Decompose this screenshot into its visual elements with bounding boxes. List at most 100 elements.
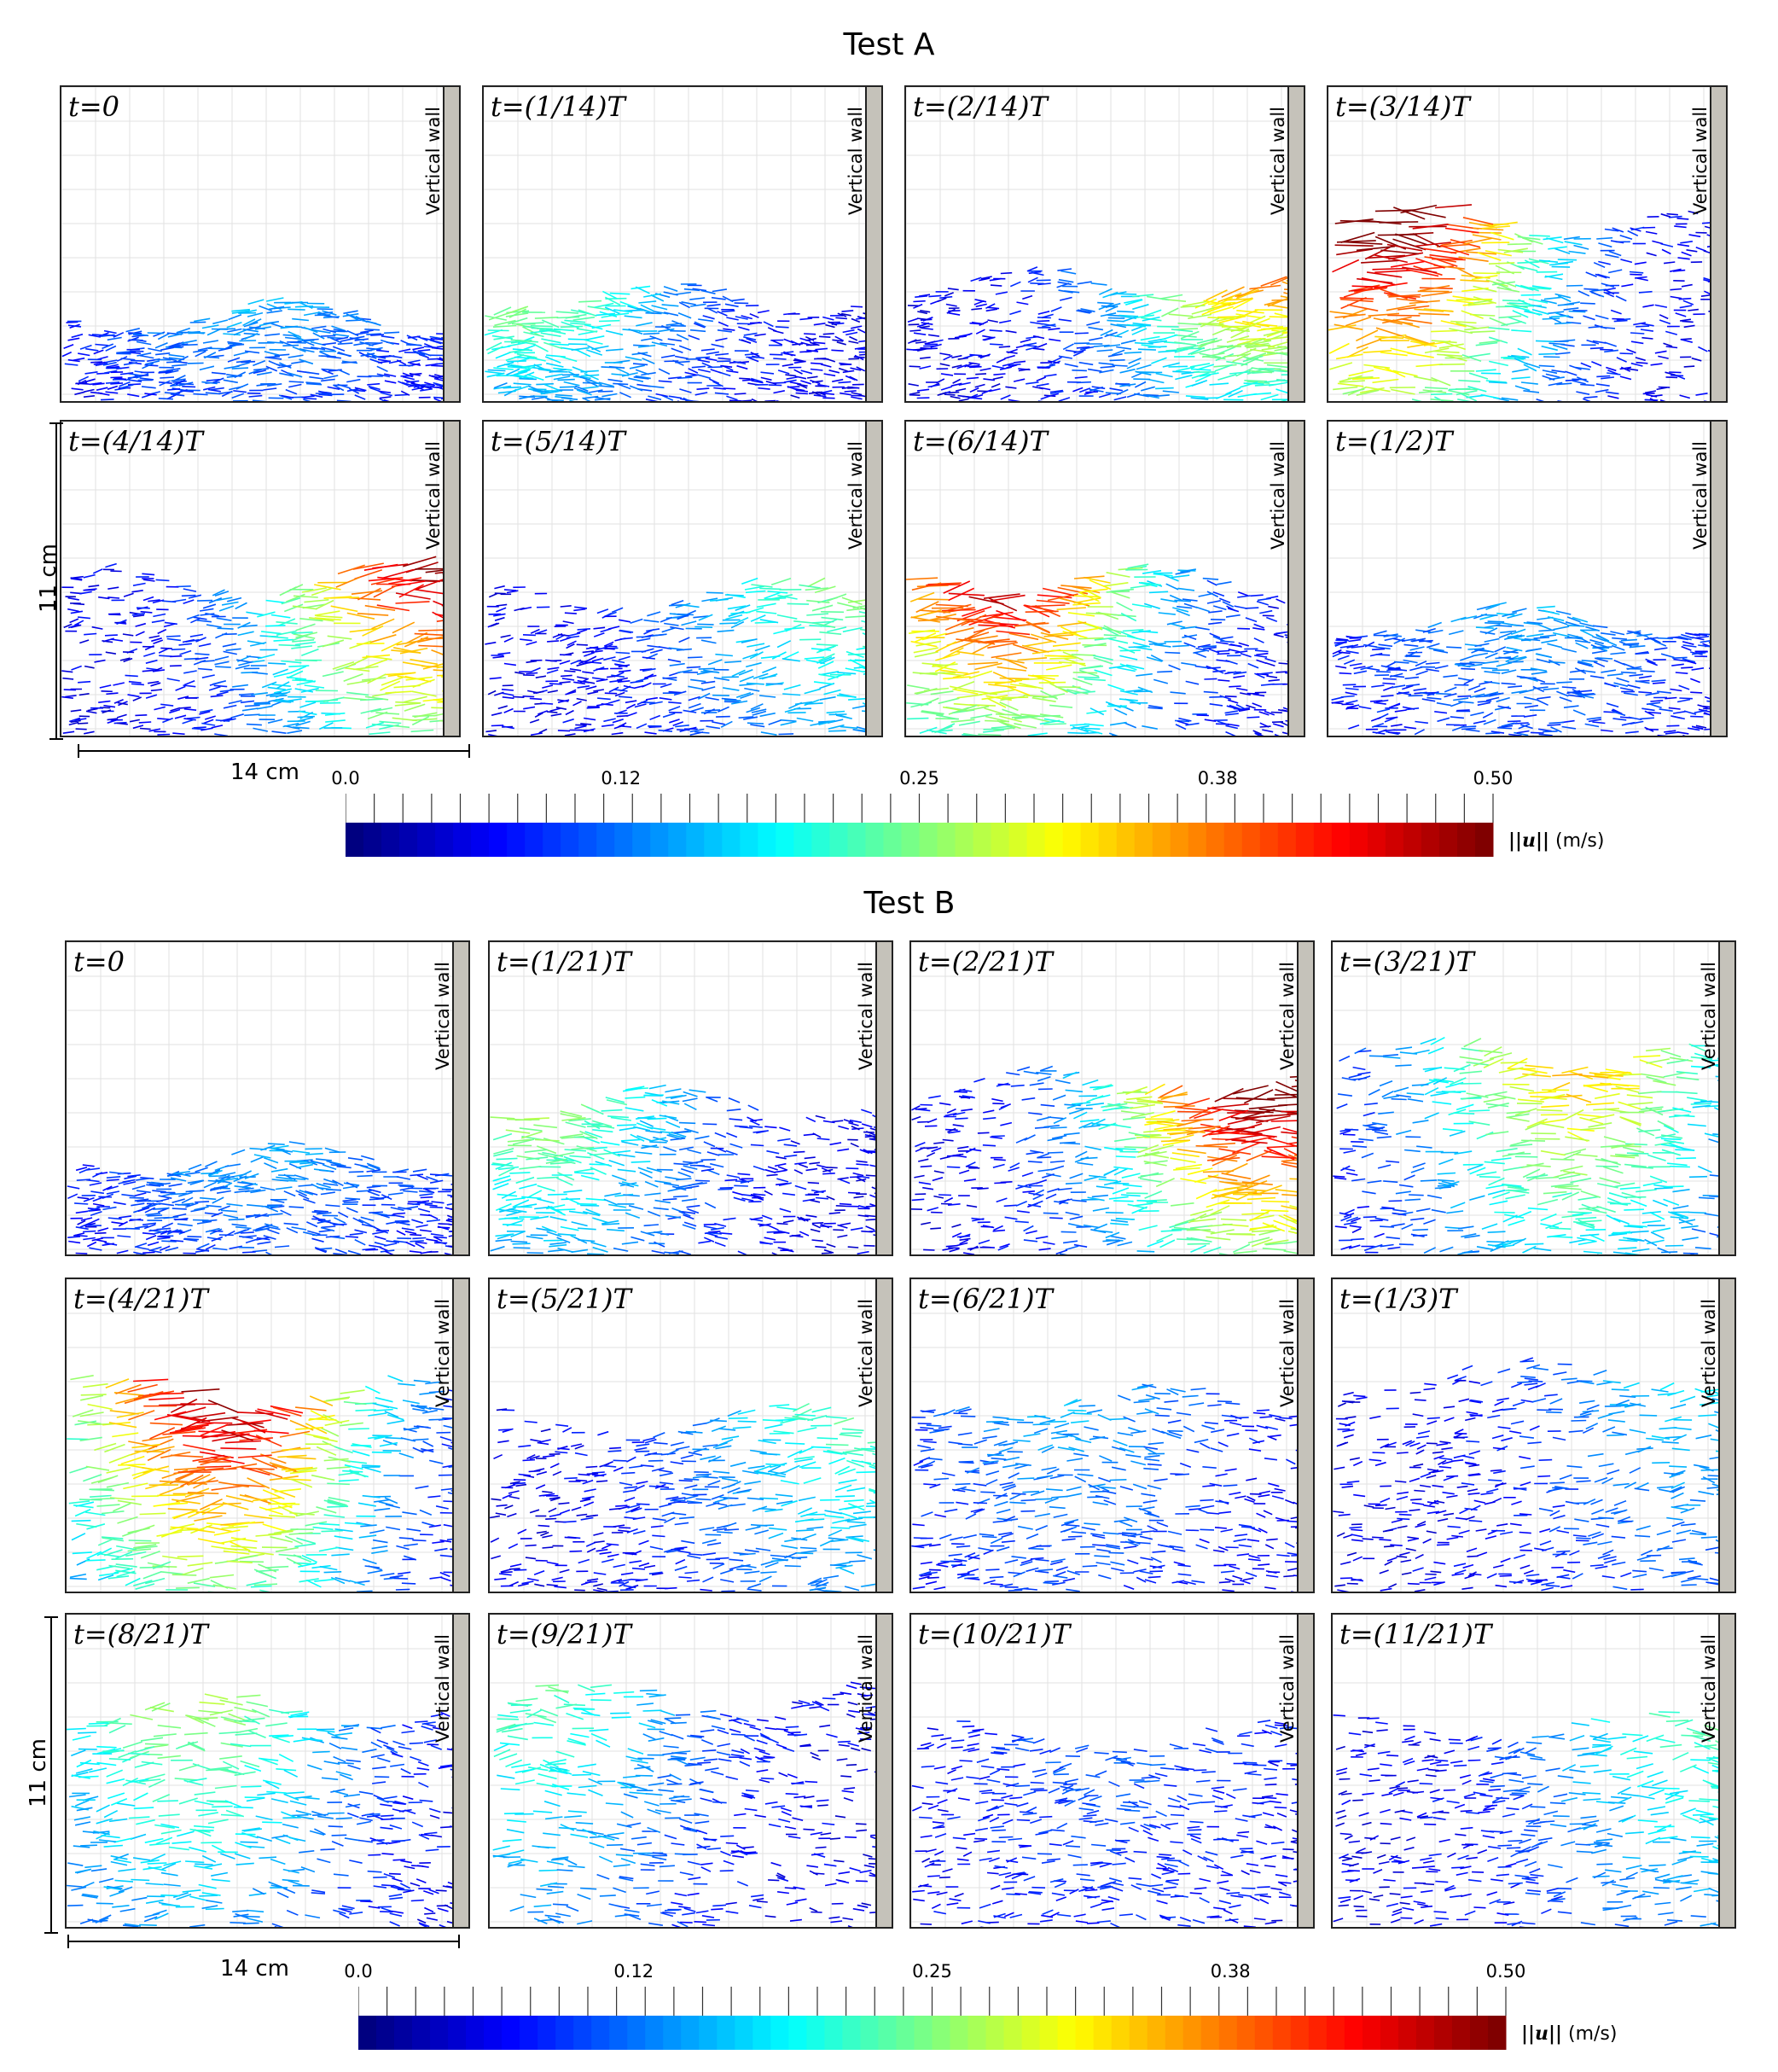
velocity-vector [827, 593, 847, 602]
velocity-vector [153, 666, 163, 672]
velocity-vector [541, 338, 561, 344]
velocity-vector [1692, 637, 1705, 641]
velocity-vector [1510, 628, 1526, 635]
velocity-vector [1172, 644, 1189, 648]
velocity-vector [706, 303, 721, 307]
velocity-vector [132, 614, 145, 618]
velocity-vector [107, 597, 120, 599]
velocity-vector [759, 619, 779, 624]
velocity-vector [492, 655, 504, 659]
velocity-vector [508, 348, 530, 353]
velocity-vector [746, 337, 758, 343]
velocity-vector [638, 300, 657, 304]
velocity-vector [549, 707, 561, 713]
velocity-vector [241, 624, 258, 628]
velocity-panel: t=(2/14)T Vertical wall [904, 85, 1305, 403]
wall-label: Vertical wall [845, 107, 866, 215]
velocity-vector [362, 1248, 376, 1251]
velocity-vector [376, 604, 410, 612]
velocity-vector [139, 377, 154, 381]
velocity-vector [700, 639, 717, 644]
velocity-vector [235, 602, 247, 610]
velocity-vector [562, 718, 574, 724]
velocity-vector [706, 307, 718, 314]
velocity-vector [603, 656, 616, 661]
velocity-vector [1538, 352, 1557, 355]
velocity-vector [951, 364, 962, 369]
velocity-vector [411, 387, 424, 391]
velocity-vector [506, 590, 519, 594]
velocity-vector [1565, 370, 1578, 376]
time-label: t=0 [68, 90, 120, 123]
velocity-vector [917, 619, 950, 622]
velocity-vector [1252, 702, 1263, 707]
velocity-vector [231, 1149, 246, 1155]
velocity-vector [1266, 675, 1278, 678]
velocity-vector [276, 681, 290, 690]
colorbar-segment [453, 823, 472, 857]
velocity-vector [851, 317, 861, 323]
velocity-vector [615, 367, 630, 375]
velocity-vector [1508, 685, 1523, 689]
velocity-vector [62, 730, 75, 734]
velocity-vector [555, 393, 572, 397]
velocity-vector [1595, 657, 1608, 662]
velocity-vector [750, 703, 764, 710]
velocity-vector [142, 596, 154, 602]
velocity-vector [202, 719, 214, 725]
velocity-vector [1469, 661, 1485, 664]
velocity-vector [1481, 242, 1510, 244]
velocity-vector [643, 619, 659, 623]
velocity-vector [357, 587, 381, 601]
velocity-vector [1072, 387, 1084, 393]
velocity-vector [1259, 672, 1273, 675]
velocity-vector [1240, 381, 1258, 388]
velocity-vector [1489, 692, 1503, 697]
velocity-vector [1160, 598, 1178, 603]
velocity-vector [264, 1206, 279, 1213]
velocity-vector [1697, 704, 1708, 709]
velocity-vector [1329, 362, 1353, 370]
velocity-vector [1378, 643, 1393, 648]
velocity-vector [348, 656, 368, 667]
velocity-vector [698, 614, 713, 621]
velocity-vector [1384, 637, 1398, 642]
velocity-vector [724, 699, 741, 701]
velocity-vector [1517, 347, 1532, 356]
velocity-vector [1268, 381, 1289, 387]
velocity-vector [1516, 730, 1530, 734]
velocity-vector [712, 381, 723, 387]
velocity-vector [908, 323, 920, 326]
velocity-vector [648, 385, 665, 389]
colorbar-segment [507, 823, 526, 857]
velocity-vector [752, 710, 767, 716]
velocity-vector [519, 377, 537, 381]
velocity-vector [1209, 306, 1234, 315]
velocity-vector [1153, 678, 1169, 684]
velocity-vector [1142, 725, 1158, 730]
velocity-vector [1236, 287, 1259, 299]
velocity-vector [804, 656, 825, 660]
time-label: t=(1/14)T [491, 90, 625, 123]
velocity-vector [252, 399, 268, 401]
velocity-vector [344, 666, 370, 672]
velocity-vector [376, 349, 390, 352]
velocity-vector [1481, 225, 1511, 230]
velocity-vector [985, 308, 998, 312]
velocity-vector [1078, 676, 1100, 678]
colorbar-segment [614, 823, 633, 857]
velocity-vector [1240, 652, 1252, 658]
velocity-vector [1132, 642, 1150, 648]
velocity-vector [980, 276, 992, 280]
velocity-vector [1237, 393, 1258, 398]
velocity-vector [1359, 387, 1385, 393]
velocity-vector [1132, 294, 1154, 298]
velocity-vector [1607, 672, 1624, 677]
velocity-vector [1514, 284, 1534, 291]
velocity-vector [267, 719, 283, 724]
velocity-vector [705, 358, 718, 362]
velocity-vector [1072, 595, 1101, 598]
velocity-vector [674, 355, 689, 360]
velocity-vector [1410, 340, 1438, 347]
velocity-vector [231, 308, 250, 312]
